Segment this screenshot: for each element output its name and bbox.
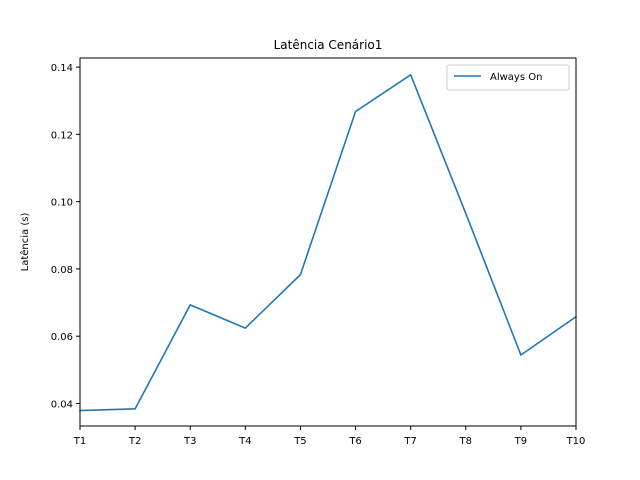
y-tick-label: 0.14 [51, 63, 73, 74]
chart-title: Latência Cenário1 [274, 38, 383, 52]
x-tick-label: T2 [128, 436, 141, 447]
plot-frame [79, 57, 577, 427]
series-line [79, 74, 578, 412]
y-tick-label: 0.12 [51, 130, 73, 141]
x-tick-label: T1 [73, 436, 86, 447]
x-tick-label: T3 [183, 436, 196, 447]
y-tick-label: 0.08 [51, 265, 73, 276]
x-tick-label: T6 [348, 436, 361, 447]
x-tick-label: T5 [293, 436, 306, 447]
legend-label: Always On [490, 72, 542, 83]
y-axis-label: Latência (s) [19, 213, 31, 272]
y-tick-label: 0.06 [51, 332, 73, 343]
x-tick-label: T4 [238, 436, 251, 447]
plot-area: T1 T2 T3 T4 T5 T6 T7 T8 T9 T10 0.04 0.06 0.08 0.10 0.1… [51, 63, 586, 447]
x-tick-label: T8 [459, 436, 472, 447]
x-tick-label: T7 [403, 436, 416, 447]
legend: Always On [446, 64, 570, 91]
y-tick-label: 0.04 [51, 399, 73, 410]
y-tick-label: 0.10 [51, 198, 73, 209]
x-tick-label: T9 [514, 436, 527, 447]
legend-box [446, 64, 570, 91]
x-tick-label: T10 [566, 436, 586, 447]
